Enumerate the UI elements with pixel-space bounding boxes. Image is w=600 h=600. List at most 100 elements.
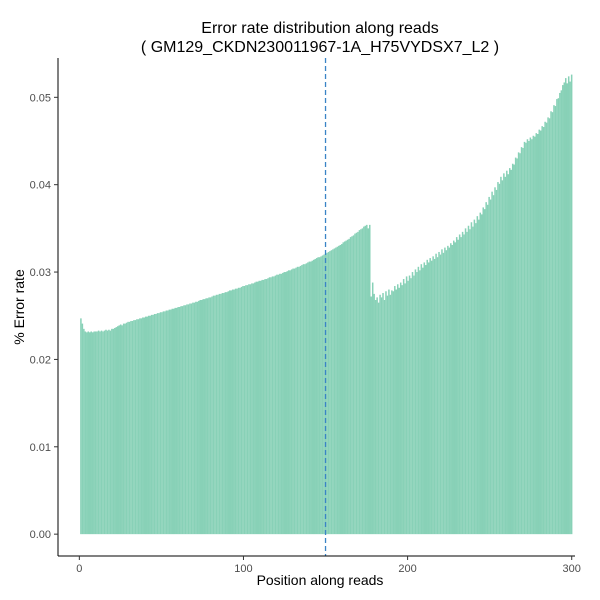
bar [532, 135, 535, 535]
bar [492, 195, 495, 535]
bar [310, 261, 312, 535]
bar [482, 207, 484, 535]
bar [112, 328, 115, 535]
bar [411, 272, 414, 535]
bar [249, 284, 252, 535]
y-axis-ticks: 0.00 0.01 0.02 0.03 0.04 0.05 [30, 92, 58, 541]
bar [395, 289, 398, 535]
bar [541, 126, 543, 535]
bar [178, 307, 181, 535]
bar [500, 176, 502, 535]
bar [419, 270, 421, 535]
bar [173, 308, 175, 535]
bar [426, 259, 428, 535]
bar [87, 331, 90, 535]
bar [510, 169, 512, 535]
bar [497, 182, 499, 535]
bar [181, 306, 184, 535]
bar [551, 112, 554, 535]
bar [330, 250, 333, 535]
bar [338, 245, 340, 535]
bar [261, 279, 263, 535]
bar [544, 121, 546, 535]
bar [364, 225, 367, 535]
bar-series [80, 74, 573, 535]
bar [115, 327, 118, 535]
y-tick-label: 0.02 [30, 354, 51, 366]
bar [566, 83, 568, 535]
bar [417, 266, 420, 535]
bar [335, 247, 337, 535]
bar [498, 183, 501, 535]
bar [140, 318, 143, 535]
bar [271, 276, 274, 535]
bar [326, 252, 328, 535]
x-axis-ticks: 0 100 200 300 [76, 556, 581, 575]
bar [370, 296, 372, 535]
bar [483, 209, 486, 535]
bar [557, 98, 560, 535]
bar [106, 330, 109, 535]
bar [407, 280, 409, 535]
bar [80, 318, 82, 535]
bar [226, 292, 228, 535]
bar [233, 289, 235, 535]
bar [329, 251, 331, 535]
bar [183, 305, 185, 535]
y-tick-label: 0.03 [30, 267, 51, 279]
bar [147, 315, 150, 535]
bar [217, 294, 219, 535]
bar [420, 264, 423, 535]
bar [268, 277, 271, 535]
bar [542, 127, 545, 535]
bar [479, 212, 482, 535]
bar [262, 279, 265, 535]
bar [81, 323, 84, 535]
bar [290, 269, 293, 535]
bar [473, 219, 476, 535]
bar [83, 328, 85, 535]
bar [398, 287, 400, 535]
bar [349, 237, 352, 535]
bar [314, 258, 316, 535]
bar [534, 136, 536, 535]
bar [108, 329, 110, 535]
bar [333, 248, 336, 535]
bar [196, 301, 199, 535]
bar [187, 304, 190, 535]
bar [221, 293, 224, 535]
bar [149, 315, 151, 535]
bar [556, 99, 558, 535]
bar [377, 302, 380, 535]
y-tick-label: 0.04 [30, 180, 51, 192]
x-tick-label: 0 [76, 563, 82, 575]
bar [248, 284, 250, 535]
bar [227, 291, 230, 535]
bar [158, 313, 160, 535]
bar [90, 331, 92, 535]
x-tick-label: 100 [234, 563, 252, 575]
bar [520, 147, 523, 535]
bar [430, 260, 433, 535]
bar [441, 249, 443, 535]
bar [202, 299, 204, 535]
bar [404, 283, 406, 535]
bar [208, 297, 210, 535]
bar [371, 282, 374, 535]
bar [193, 302, 196, 535]
bar [111, 328, 113, 535]
bar [535, 133, 538, 535]
x-axis-title: Position along reads [257, 572, 384, 588]
bar [454, 242, 456, 535]
bar [195, 301, 197, 535]
bar [142, 317, 144, 535]
bar [383, 300, 386, 535]
bar [358, 230, 361, 535]
bar [254, 282, 256, 535]
bar [299, 265, 302, 535]
bar [117, 326, 119, 535]
bar [286, 271, 288, 535]
bar [345, 240, 347, 535]
bar [236, 288, 238, 535]
bar [304, 264, 306, 535]
